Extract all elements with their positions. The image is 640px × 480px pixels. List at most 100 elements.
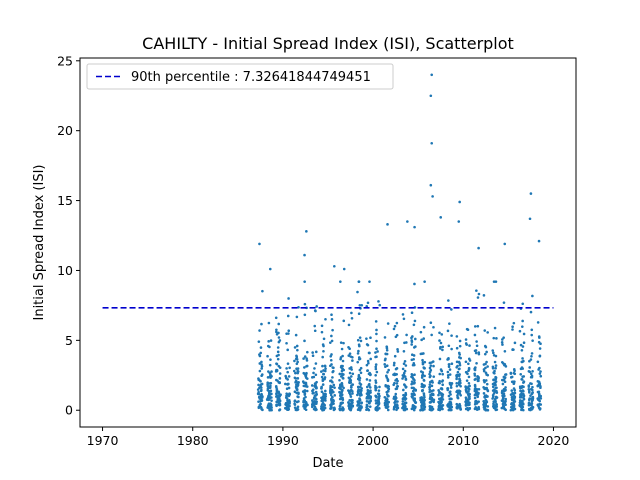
data-point xyxy=(303,372,306,376)
data-point xyxy=(347,389,350,392)
data-point xyxy=(293,406,297,409)
data-points xyxy=(256,73,543,412)
data-point xyxy=(539,374,543,378)
data-point xyxy=(503,380,507,384)
data-point xyxy=(455,384,459,388)
data-point xyxy=(322,372,326,376)
data-point xyxy=(294,333,298,337)
data-point xyxy=(304,376,308,379)
data-point xyxy=(359,371,363,375)
data-point xyxy=(403,383,406,386)
data-point xyxy=(441,348,444,352)
data-point xyxy=(503,407,506,411)
y-tick-label: 0 xyxy=(65,403,73,418)
data-point xyxy=(297,400,300,403)
data-point xyxy=(482,363,486,366)
data-point xyxy=(259,389,263,392)
data-point xyxy=(404,393,408,396)
data-point xyxy=(365,385,369,389)
data-point xyxy=(321,408,324,412)
data-point xyxy=(322,369,325,372)
data-point xyxy=(322,337,326,341)
data-point xyxy=(420,406,423,410)
data-point xyxy=(403,401,407,404)
data-point xyxy=(330,339,334,343)
data-point xyxy=(459,356,462,360)
data-point xyxy=(377,300,380,303)
data-point xyxy=(357,403,360,407)
data-point xyxy=(365,405,368,409)
y-tick-label: 20 xyxy=(57,123,73,138)
data-point xyxy=(467,401,471,405)
data-point xyxy=(330,318,334,321)
data-point xyxy=(293,399,297,403)
data-point xyxy=(351,359,354,362)
data-point xyxy=(403,398,407,401)
data-point xyxy=(502,301,506,304)
data-point xyxy=(441,379,445,382)
data-point xyxy=(287,386,291,390)
data-point xyxy=(477,379,480,383)
data-point xyxy=(387,400,391,404)
data-point xyxy=(440,333,444,336)
data-point xyxy=(292,369,296,373)
data-point xyxy=(260,374,263,378)
data-point xyxy=(366,359,370,363)
data-point xyxy=(422,325,426,329)
data-point xyxy=(455,382,459,385)
data-point xyxy=(286,378,289,381)
data-point xyxy=(447,365,451,369)
data-point xyxy=(302,357,305,360)
data-point xyxy=(423,360,427,364)
data-point xyxy=(502,375,506,379)
data-point xyxy=(297,392,300,396)
data-point xyxy=(440,397,443,401)
data-point xyxy=(440,392,444,396)
data-point xyxy=(422,379,426,382)
data-point xyxy=(323,376,327,379)
data-point xyxy=(348,352,352,355)
data-point xyxy=(448,382,452,386)
data-point xyxy=(521,357,524,360)
data-point xyxy=(483,404,487,408)
data-point xyxy=(502,387,506,391)
data-point xyxy=(269,381,273,385)
data-point xyxy=(537,395,541,398)
data-point xyxy=(467,369,470,373)
data-point xyxy=(458,377,461,381)
data-point xyxy=(351,392,354,395)
data-point xyxy=(412,354,416,357)
data-point xyxy=(512,387,516,390)
data-point xyxy=(285,367,288,370)
data-point xyxy=(493,326,497,330)
data-point xyxy=(448,322,451,325)
data-point xyxy=(537,239,541,243)
data-point xyxy=(294,371,297,375)
data-point xyxy=(413,379,416,382)
data-point xyxy=(504,386,507,389)
data-point xyxy=(275,328,278,332)
data-point xyxy=(430,407,434,411)
data-point xyxy=(277,336,281,339)
data-point xyxy=(538,366,541,370)
data-point xyxy=(529,192,533,195)
data-point xyxy=(530,328,534,332)
data-point xyxy=(464,342,468,345)
data-point xyxy=(384,399,387,402)
data-point xyxy=(465,407,468,411)
data-point xyxy=(369,336,372,339)
data-point xyxy=(386,403,389,406)
data-point xyxy=(473,325,477,328)
data-point xyxy=(421,389,424,393)
data-point xyxy=(430,389,434,393)
data-point xyxy=(403,369,407,373)
data-point xyxy=(467,366,471,370)
data-point xyxy=(320,396,323,400)
data-point xyxy=(293,359,296,363)
x-tick-label: 1980 xyxy=(177,433,209,448)
data-point xyxy=(432,375,436,378)
data-point xyxy=(341,408,345,412)
data-point xyxy=(401,397,405,401)
data-point xyxy=(348,399,351,402)
